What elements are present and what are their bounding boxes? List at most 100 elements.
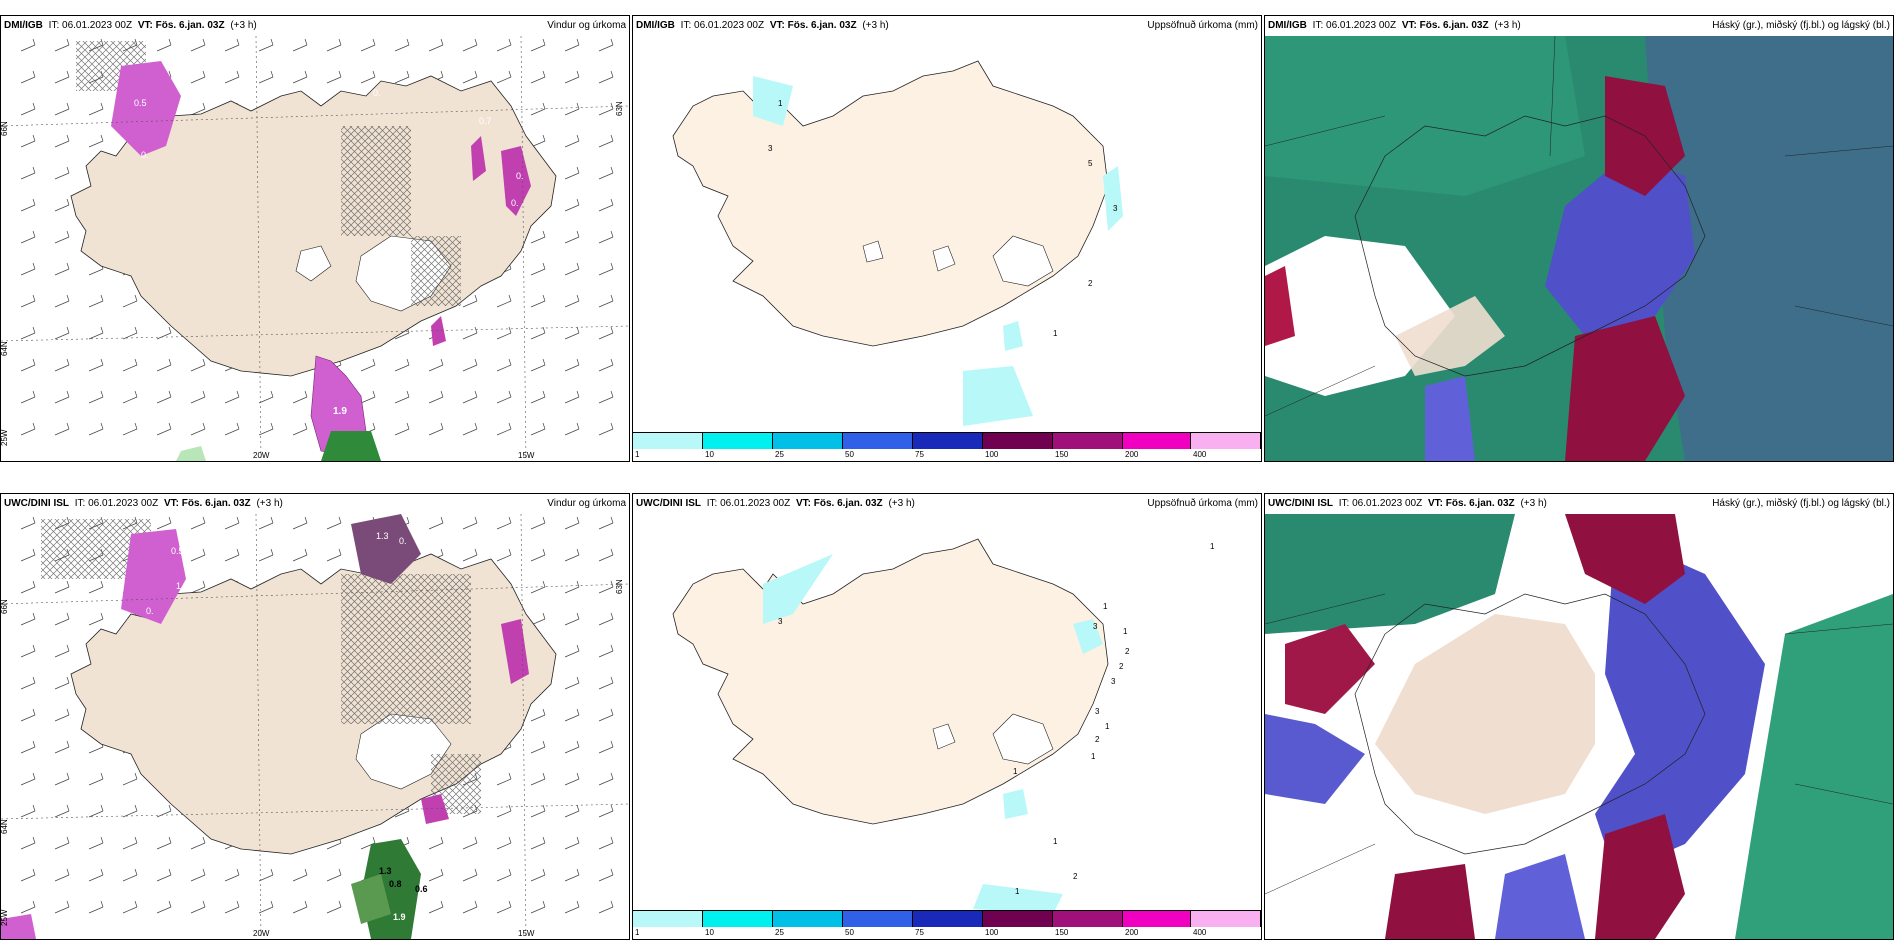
wind-barb: [326, 842, 342, 850]
wind-barb: [564, 204, 580, 212]
wind-barb: [564, 268, 580, 276]
wind-barb: [156, 874, 172, 882]
wind-barb-flag: [372, 422, 376, 430]
wind-barb: [122, 300, 138, 308]
wind-barb: [20, 44, 36, 52]
wind-barb: [122, 842, 138, 850]
wind-barb: [598, 906, 614, 914]
wind-barb: [496, 554, 512, 562]
wind-barb-flag: [32, 262, 36, 270]
wind-barb-flag: [32, 676, 36, 684]
colorbar-label: 200: [1125, 928, 1139, 937]
cloud-low: [1565, 514, 1685, 604]
wind-barb-flag: [100, 294, 104, 302]
colorbar-label: 150: [1055, 450, 1069, 459]
lon-label: 20W: [253, 929, 270, 938]
wind-barb-flag: [100, 102, 104, 110]
wind-barb-flag: [66, 740, 70, 748]
wind-barb: [394, 810, 410, 818]
wind-barb: [292, 522, 308, 530]
wind-barb-flag: [508, 38, 512, 46]
accum-value: 3: [1095, 707, 1100, 716]
wind-barb: [394, 76, 410, 84]
lead-offset: (+3 h): [256, 498, 283, 509]
wind-barb: [530, 268, 546, 276]
wind-barb: [530, 778, 546, 786]
wind-barb: [598, 268, 614, 276]
wind-barb-flag: [576, 740, 580, 748]
wind-barb: [530, 428, 546, 436]
init-time: IT: 06.01.2023 00Z: [74, 498, 159, 509]
wind-barb-flag: [610, 390, 614, 398]
precip-area: [431, 316, 446, 346]
wind-barb-flag: [134, 804, 138, 812]
wind-barb: [190, 906, 206, 914]
wind-barb: [598, 204, 614, 212]
wind-barb: [326, 554, 342, 562]
wind-barb: [20, 76, 36, 84]
wind-barb-flag: [270, 422, 274, 430]
wind-barb-flag: [610, 580, 614, 588]
wind-barb: [564, 364, 580, 372]
wind-barb-flag: [610, 198, 614, 206]
valid-time: VT: Fös. 6.jan. 03Z: [1427, 498, 1515, 509]
wind-barb-flag: [576, 644, 580, 652]
precip-area: [1, 914, 36, 939]
wind-barb-flag: [32, 166, 36, 174]
lead-offset: (+3 h): [230, 20, 257, 31]
wind-barb-flag: [32, 900, 36, 908]
panel-title: DMI/IGB IT: 06.01.2023 00Z VT: Fös. 6.ja…: [633, 16, 1261, 36]
wind-barb-flag: [202, 358, 206, 366]
wind-barb-flag: [66, 230, 70, 238]
wind-barb: [292, 396, 308, 404]
wind-barb-flag: [610, 358, 614, 366]
wind-barb: [122, 778, 138, 786]
wind-barb: [462, 428, 478, 436]
wind-barb: [496, 332, 512, 340]
map-cloud-cover: [1265, 514, 1893, 939]
init-time: IT: 06.01.2023 00Z: [1312, 20, 1397, 31]
colorbar-label: 1: [635, 450, 640, 459]
wind-barb: [496, 396, 512, 404]
wind-barb: [598, 650, 614, 658]
wind-barb: [20, 396, 36, 404]
wind-barb: [54, 906, 70, 914]
wind-barb-flag: [100, 804, 104, 812]
wind-barb: [258, 554, 274, 562]
wind-barb-flag: [440, 516, 444, 524]
cloud-clear: [1375, 614, 1595, 814]
wind-barb: [530, 810, 546, 818]
lead-offset: (+3 h): [888, 498, 915, 509]
graticule: [1265, 593, 1893, 895]
accum-map-svg: 1 3 5 3 2 1: [672, 60, 1123, 426]
colorbar-segment: [983, 911, 1053, 927]
wind-barb-flag: [66, 612, 70, 620]
precip-value: 1.3: [376, 531, 389, 541]
wind-barb-flag: [576, 900, 580, 908]
wind-barb: [20, 810, 36, 818]
wind-barb-flag: [134, 900, 138, 908]
colorbar-label: 25: [775, 450, 784, 459]
wind-barb: [462, 300, 478, 308]
cloud-mid: [1495, 854, 1585, 939]
wind-barb: [258, 874, 274, 882]
wind-barb: [462, 874, 478, 882]
wind-barb-flag: [474, 548, 478, 556]
wind-barb-flag: [610, 262, 614, 270]
wind-barb: [54, 746, 70, 754]
wind-barb: [20, 300, 36, 308]
init-time: IT: 06.01.2023 00Z: [1338, 498, 1423, 509]
wind-barb: [54, 586, 70, 594]
wind-barb: [564, 554, 580, 562]
wind-barb-flag: [270, 516, 274, 524]
accum-colorbar: 1 10 25 50 75 100 150 200 400: [633, 910, 1261, 939]
wind-barb-flag: [168, 900, 172, 908]
wind-barb-flag: [168, 358, 172, 366]
wind-barb-flag: [508, 804, 512, 812]
wind-barb-flag: [610, 422, 614, 430]
panel-uwc-accum: UWC/DINI ISL IT: 06.01.2023 00Z VT: Fös.…: [632, 493, 1262, 940]
wind-barb: [20, 522, 36, 530]
wind-barb: [190, 364, 206, 372]
wind-barb-flag: [66, 70, 70, 78]
wind-barb-flag: [576, 166, 580, 174]
